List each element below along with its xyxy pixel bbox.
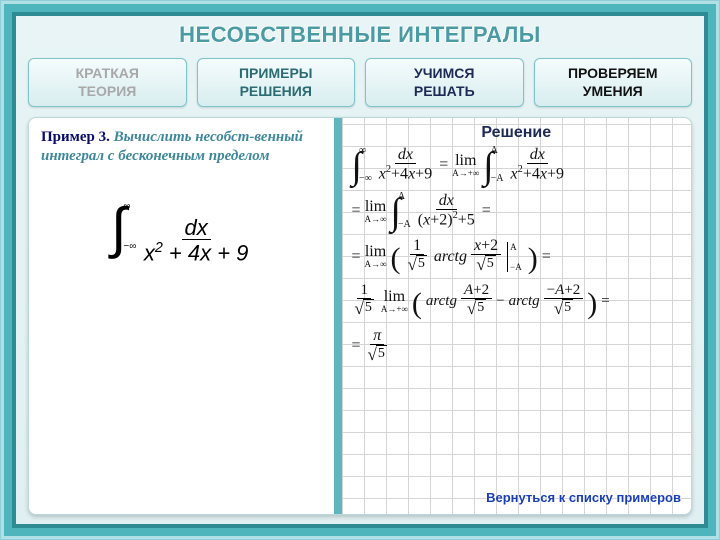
tab-learn[interactable]: УЧИМСЯ РЕШАТЬ <box>365 58 524 107</box>
slide-title: НЕСОБСТВЕННЫЕ ИНТЕГРАЛЫ <box>12 12 708 54</box>
nav-tabs: КРАТКАЯ ТЕОРИЯ ПРИМЕРЫ РЕШЕНИЯ УЧИМСЯ РЕ… <box>12 54 708 117</box>
pane-divider <box>334 118 342 514</box>
problem-pane: Пример 3. Вычислить несобст-венный интег… <box>29 118 334 514</box>
solution-heading: Решение <box>352 124 681 142</box>
solution-pane: Решение ∫∞−∞ dxx2+4x+9 = limA→+∞ ∫A−A dx… <box>342 118 691 514</box>
back-to-examples-link[interactable]: Вернуться к списку примеров <box>486 491 681 506</box>
problem-integral: ∫ ∞−∞ dx x2 + 4x + 9 <box>111 202 251 266</box>
tab-examples[interactable]: ПРИМЕРЫ РЕШЕНИЯ <box>197 58 356 107</box>
solution-step-1: ∫∞−∞ dxx2+4x+9 = limA→+∞ ∫A−A dxx2+4x+9 <box>352 146 681 184</box>
solution-step-5: = π5 <box>352 328 681 365</box>
solution-step-3: = limA→∞ ( 15 arctg x+25 A−A ) = <box>352 238 681 275</box>
problem-statement: Пример 3. Вычислить несобст-венный интег… <box>41 128 322 166</box>
tab-theory[interactable]: КРАТКАЯ ТЕОРИЯ <box>28 58 187 107</box>
content-area: Пример 3. Вычислить несобст-венный интег… <box>28 117 692 515</box>
tab-check[interactable]: ПРОВЕРЯЕМ УМЕНИЯ <box>534 58 693 107</box>
solution-step-2: = limA→∞ ∫A−A dx(x+2)2+5 = <box>352 192 681 230</box>
slide-frame: НЕСОБСТВЕННЫЕ ИНТЕГРАЛЫ КРАТКАЯ ТЕОРИЯ П… <box>4 4 716 536</box>
solution-step-4: 15 limA→+∞ ( arctg A+25 − arctg −A+25 ) … <box>352 283 681 319</box>
